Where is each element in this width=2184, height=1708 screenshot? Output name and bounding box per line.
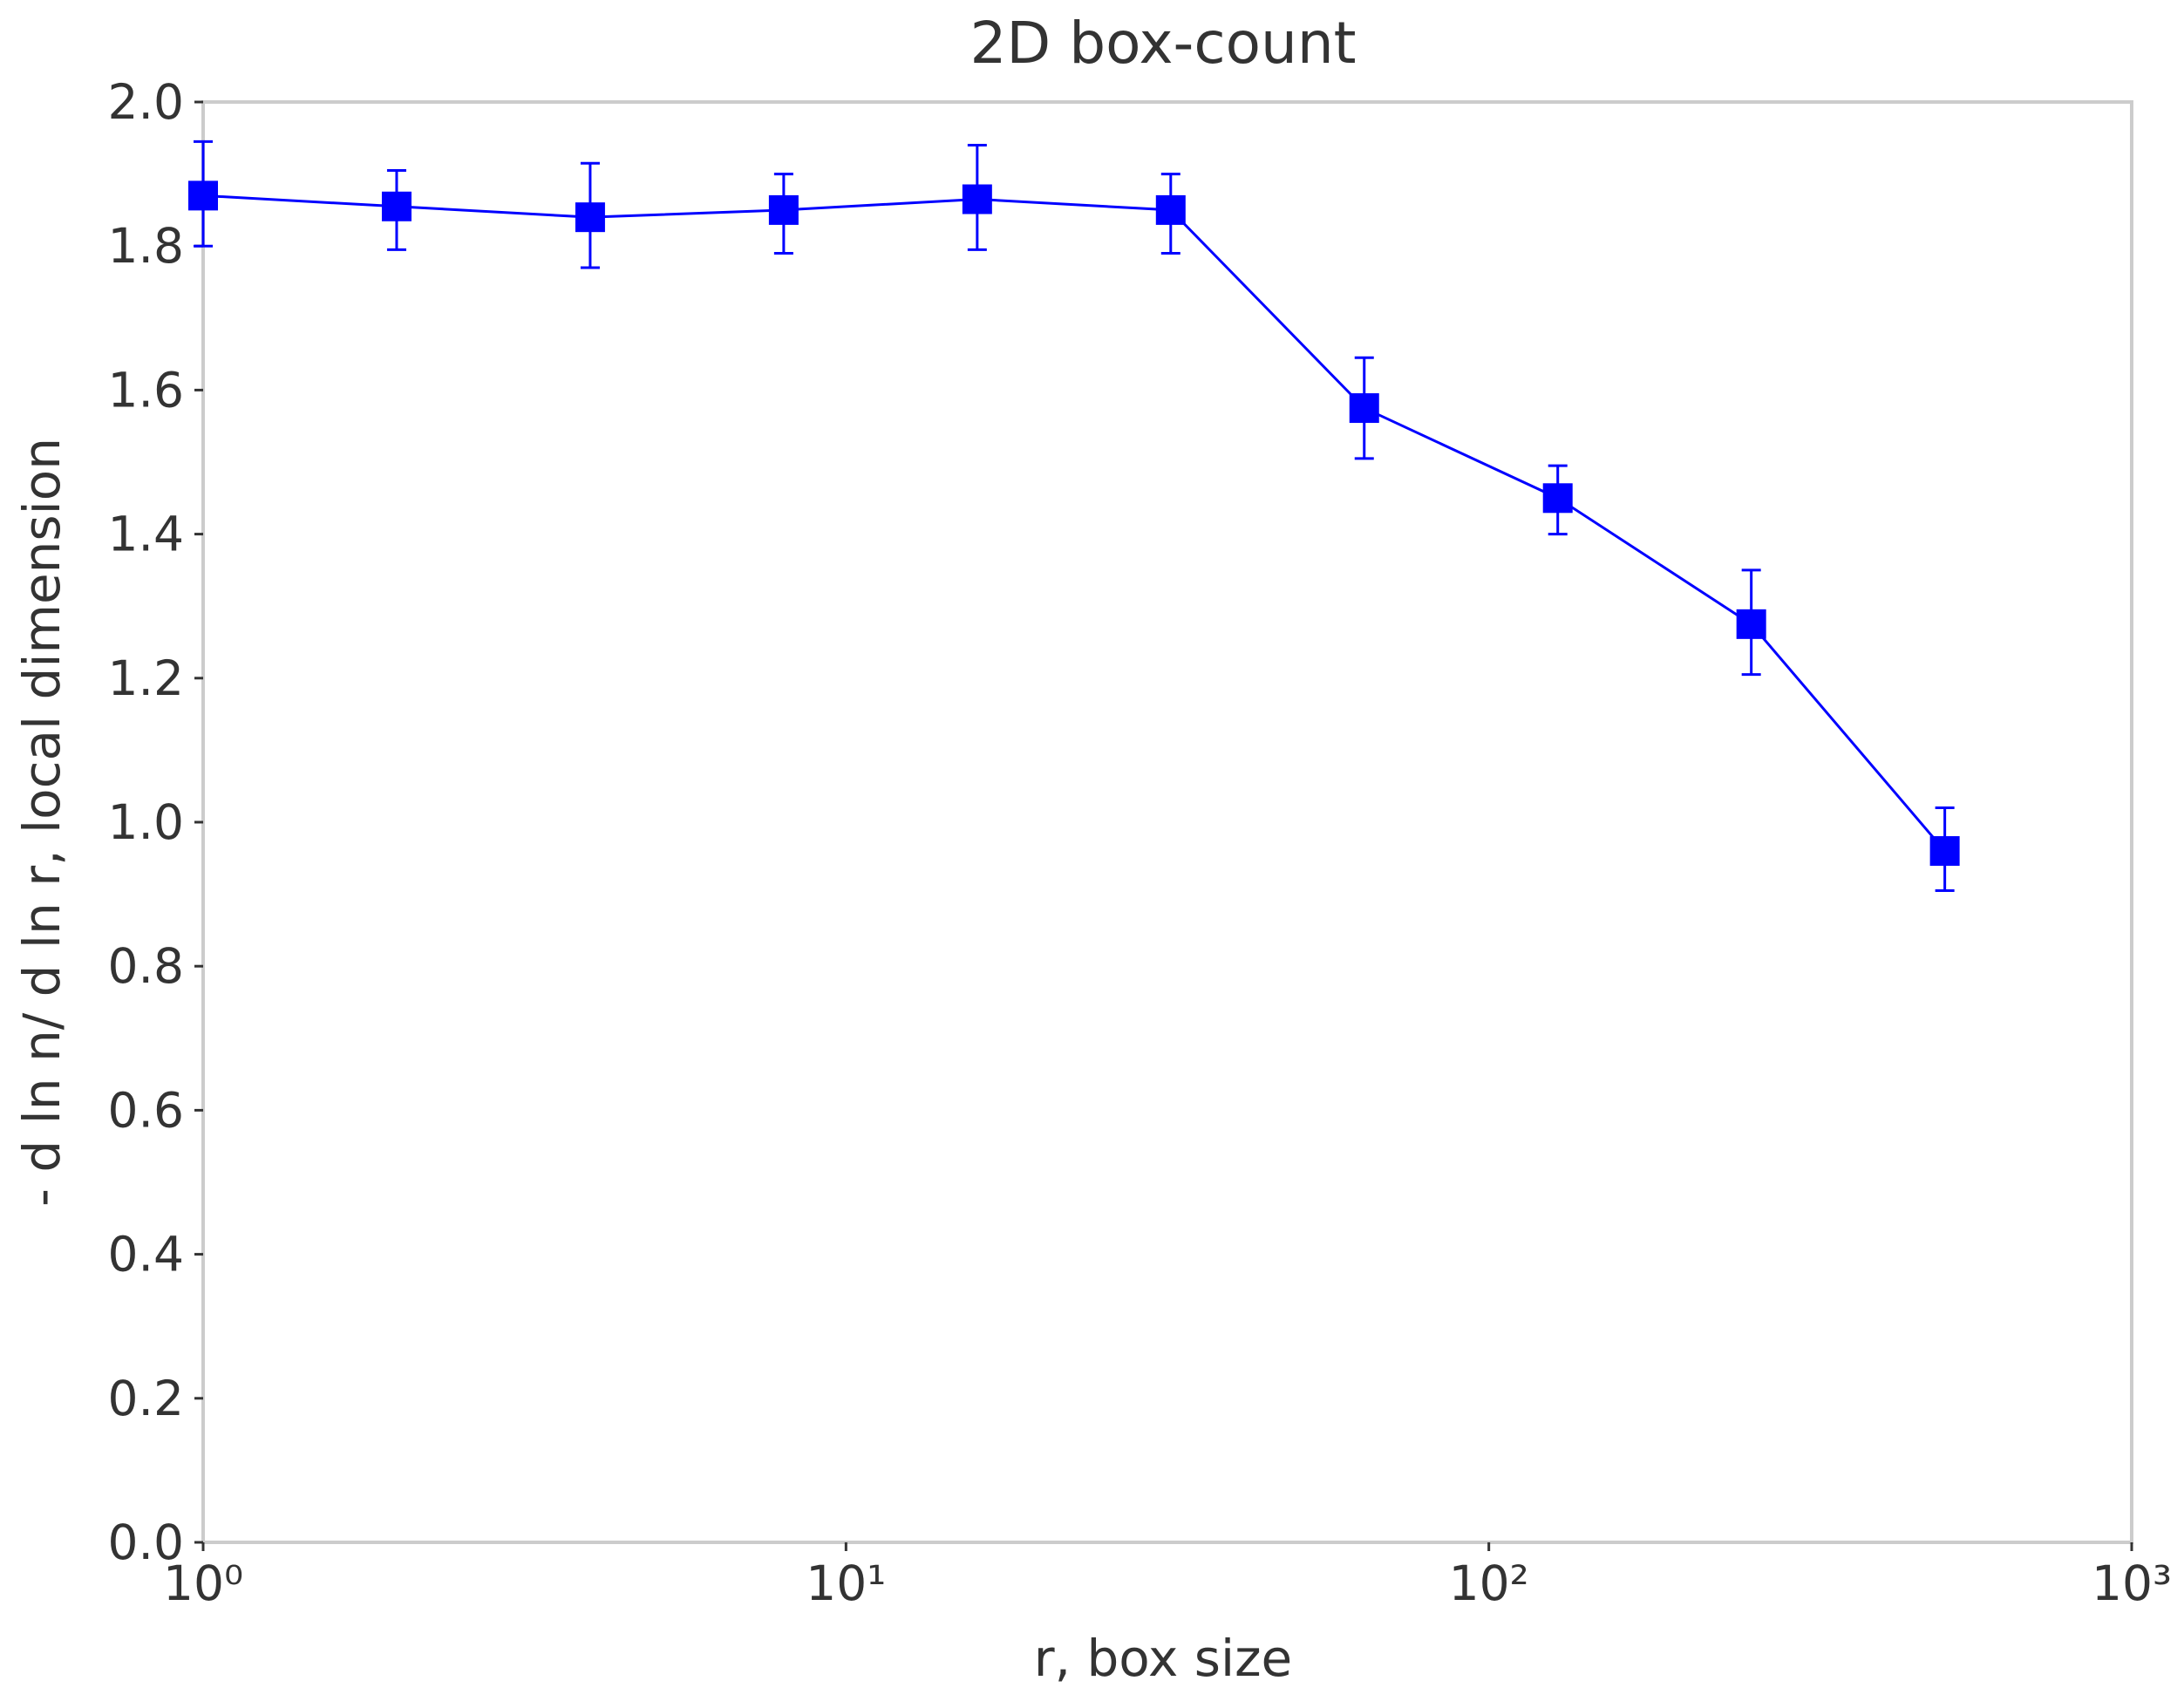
data-point-marker xyxy=(1155,194,1186,225)
data-point-marker xyxy=(1542,483,1573,514)
series-line xyxy=(202,194,1946,853)
y-tick-label: 1.4 xyxy=(108,507,184,562)
series-layer xyxy=(188,139,1960,892)
data-point-marker xyxy=(381,191,412,221)
data-point-marker xyxy=(962,184,992,214)
x-tick-label: 10² xyxy=(1449,1555,1529,1611)
data-point-marker xyxy=(1736,609,1766,639)
data-point-marker xyxy=(1929,836,1960,867)
y-ticks: 0.0 0.2 0.4 0.6 0.8 1.0 1.2 1.4 1.6 1.8 2.0 xyxy=(108,74,203,1570)
data-point-marker xyxy=(188,180,218,211)
y-tick-label: 1.2 xyxy=(108,650,184,706)
y-tick-label: 1.6 xyxy=(108,362,184,418)
y-tick-label: 0.4 xyxy=(108,1227,184,1283)
x-ticks: 10⁰ 10¹ 10² 10³ xyxy=(163,1542,2172,1611)
data-point-marker xyxy=(768,194,799,225)
plot-frame xyxy=(201,100,2133,1544)
chart-title: 2D box-count xyxy=(970,10,1356,77)
x-tick-label: 10⁰ xyxy=(163,1555,243,1611)
y-tick-label: 1.0 xyxy=(108,794,184,850)
x-tick-label: 10¹ xyxy=(806,1555,886,1611)
y-tick-label: 1.8 xyxy=(108,218,184,274)
y-tick-label: 2.0 xyxy=(108,74,184,130)
data-point-marker xyxy=(1349,393,1379,424)
x-tick-label: 10³ xyxy=(2092,1555,2172,1611)
y-tick-label: 0.0 xyxy=(108,1514,184,1570)
y-tick-label: 0.8 xyxy=(108,938,184,994)
y-tick-label: 0.2 xyxy=(108,1371,184,1426)
y-tick-label: 0.6 xyxy=(108,1082,184,1138)
y-axis-label: - d ln n/ d ln r, local dimension xyxy=(12,438,71,1207)
data-point-marker xyxy=(575,202,605,233)
x-axis-label: r, box size xyxy=(1034,1629,1292,1688)
